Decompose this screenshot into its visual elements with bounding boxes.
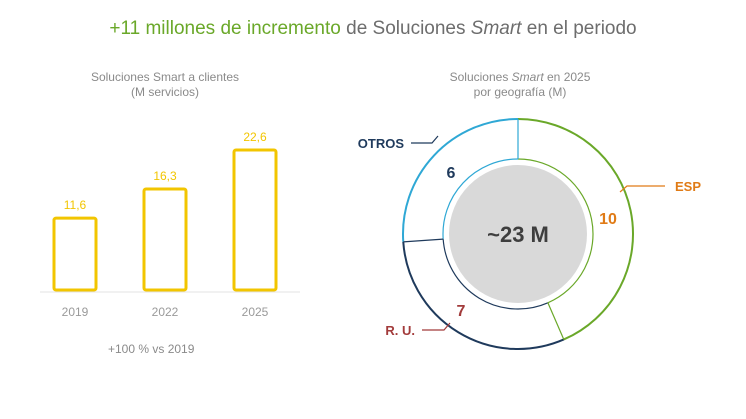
donut-value-label: 7 xyxy=(457,303,466,320)
donut-chart-title-line2: por geografía (M) xyxy=(473,85,567,99)
bar-chart-title: Soluciones Smart a clientes (M servicios… xyxy=(55,70,275,100)
bar-value-label: 16,3 xyxy=(153,169,177,183)
bar-2019 xyxy=(52,216,98,292)
donut-center xyxy=(449,165,587,303)
headline: +11 millones de incremento de Soluciones… xyxy=(0,18,746,40)
bar-chart-title-line2: (M servicios) xyxy=(131,85,199,99)
leader-line xyxy=(411,135,439,144)
x-tick-label: 2022 xyxy=(152,305,179,319)
donut-name-label: R. U. xyxy=(385,323,415,338)
donut-chart-title: Soluciones Smart en 2025 por geografía (… xyxy=(410,70,630,100)
headline-italic: Smart xyxy=(470,18,522,39)
headline-highlight: +11 millones de incremento xyxy=(109,18,341,39)
headline-part3: en el periodo xyxy=(521,18,637,39)
donut-segment-R. U. xyxy=(402,241,565,350)
donut-inner-arc xyxy=(442,239,549,310)
bar-2022 xyxy=(142,187,188,292)
donut-divider xyxy=(547,302,565,340)
bar-footnote: +100 % vs 2019 xyxy=(108,342,195,356)
donut-chart-title-line1: Soluciones Smart en 2025 xyxy=(449,70,591,84)
bar-chart-title-line1: Soluciones Smart a clientes xyxy=(90,70,240,84)
bar-value-label: 11,6 xyxy=(64,198,87,212)
donut-value-label: 10 xyxy=(599,211,617,228)
donut-value-label: 6 xyxy=(447,165,456,182)
x-tick-label: 2025 xyxy=(242,305,269,319)
donut-segment-OTROS xyxy=(402,118,519,242)
leader-line xyxy=(422,322,451,331)
headline-part2: de Soluciones xyxy=(340,18,471,39)
donut-segment-ESP xyxy=(517,118,634,341)
bar-2025 xyxy=(232,148,278,292)
donut-center-label: ~23 M xyxy=(487,222,549,247)
donut-divider xyxy=(403,238,444,243)
x-tick-label: 2019 xyxy=(62,305,89,319)
donut-inner-arc xyxy=(517,158,594,304)
leader-line xyxy=(619,185,665,193)
donut-inner-arc xyxy=(442,158,519,240)
donut-name-label: OTROS xyxy=(358,136,405,151)
donut-name-label: ESP xyxy=(675,179,701,194)
bar-value-label: 22,6 xyxy=(243,130,267,144)
